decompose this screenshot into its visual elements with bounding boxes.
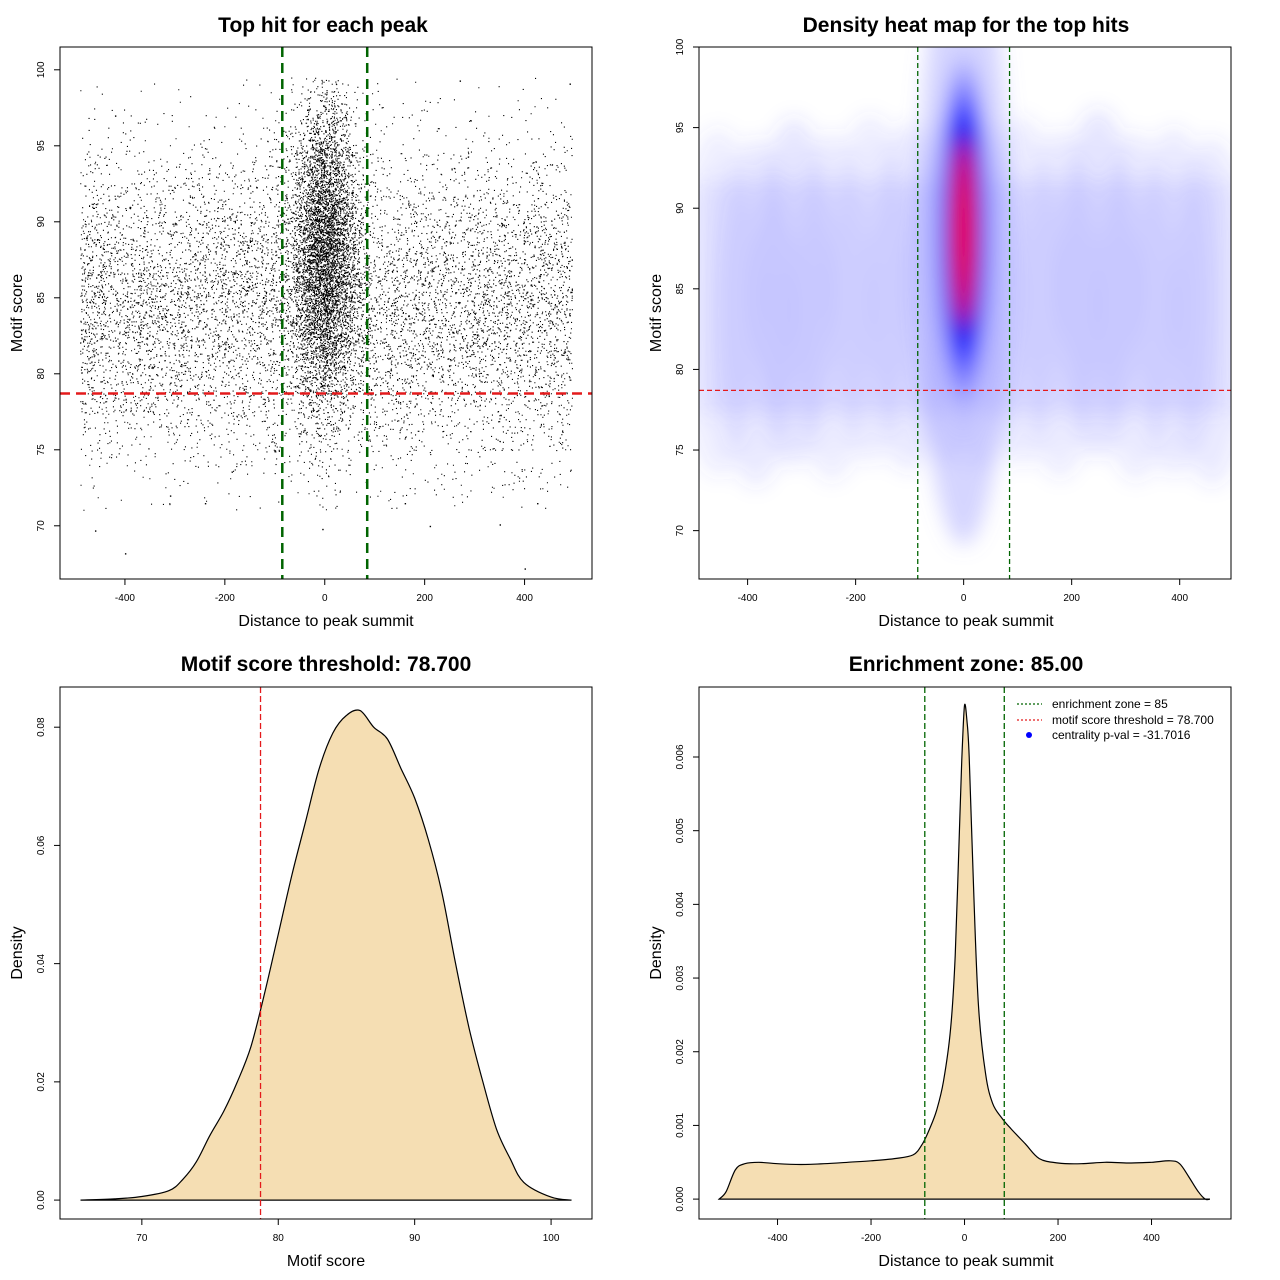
scatter-point bbox=[204, 503, 207, 505]
panel-scatter: Top hit for each peak -400 -200 0 200 400 70 7… bbox=[9, 14, 593, 630]
y-tick-label: 80 bbox=[675, 363, 686, 375]
scatter-point-cloud bbox=[80, 77, 573, 511]
y-tick-label: 100 bbox=[36, 61, 47, 78]
scatter-point bbox=[169, 495, 172, 497]
scatter-point bbox=[124, 553, 127, 555]
panel-heatmap: Density heat map for the top hits -400 -2… bbox=[648, 14, 1232, 630]
y-tick-label: 90 bbox=[36, 216, 47, 228]
distance-density-legend: enrichment zone = 85 motif score thresho… bbox=[1017, 697, 1214, 742]
y-tick-label: 0.003 bbox=[675, 965, 686, 990]
y-tick-label: 0.04 bbox=[36, 953, 47, 973]
x-tick-label: -200 bbox=[215, 593, 235, 604]
panel-distance-density: Enrichment zone: 85.00 -400 -200 0 200 400 0.… bbox=[648, 653, 1232, 1270]
distance-density-reference-lines bbox=[924, 687, 1005, 1219]
x-tick-label: 400 bbox=[1171, 593, 1188, 604]
heatmap-plot-frame bbox=[698, 46, 1232, 580]
y-tick-label: 0.08 bbox=[36, 717, 47, 737]
x-tick-label: -400 bbox=[768, 1233, 788, 1244]
y-tick-label: 0.00 bbox=[36, 1190, 47, 1210]
y-tick-label: 0.000 bbox=[675, 1186, 686, 1211]
legend-pval-label: centrality p-val = -31.7016 bbox=[1052, 728, 1191, 742]
x-tick-label: 200 bbox=[1050, 1233, 1067, 1244]
x-tick-label: -200 bbox=[861, 1233, 881, 1244]
legend-pval-dot bbox=[1026, 732, 1032, 738]
scatter-x-axis-label: Distance to peak summit bbox=[238, 613, 414, 630]
x-tick-label: 0 bbox=[962, 1233, 968, 1244]
scatter-point bbox=[429, 525, 432, 528]
scatter-point bbox=[322, 528, 324, 531]
y-tick-label: 95 bbox=[36, 140, 47, 152]
x-tick-label: 200 bbox=[1063, 593, 1080, 604]
x-tick-label: 90 bbox=[409, 1233, 421, 1244]
score-density-plot-frame bbox=[59, 686, 593, 1220]
y-tick-label: 0.002 bbox=[675, 1039, 686, 1064]
scatter-points bbox=[80, 77, 573, 570]
y-tick-label: 0.005 bbox=[675, 818, 686, 843]
scatter-title: Top hit for each peak bbox=[218, 14, 428, 37]
scatter-point bbox=[537, 503, 539, 505]
scatter-point bbox=[114, 115, 117, 117]
distance-density-ticks: -400 -200 0 200 400 0.000 0.001 0.002 0.003 0.004… bbox=[675, 744, 1160, 1244]
scatter-point bbox=[569, 83, 571, 85]
heatmap-core bbox=[954, 140, 973, 324]
heatmap-density bbox=[699, 47, 1231, 579]
scatter-point bbox=[524, 568, 526, 570]
score-density-ticks: 70 80 90 100 0.00 0.02 0.04 0.06 0.08 bbox=[36, 717, 560, 1244]
scatter-reference-lines bbox=[60, 47, 592, 579]
y-tick-label: 70 bbox=[675, 525, 686, 537]
x-tick-label: 70 bbox=[136, 1233, 148, 1244]
y-tick-label: 0.001 bbox=[675, 1112, 686, 1137]
x-tick-label: 0 bbox=[961, 593, 967, 604]
distance-density-area bbox=[717, 703, 1211, 1201]
scatter-y-axis-label: Motif score bbox=[9, 274, 26, 352]
legend-threshold-label: motif score threshold = 78.700 bbox=[1052, 713, 1214, 727]
x-tick-label: 0 bbox=[322, 593, 328, 604]
heatmap-reference-lines bbox=[699, 47, 1231, 579]
y-tick-label: 0.006 bbox=[675, 744, 686, 769]
scatter-ticks: -400 -200 0 200 400 70 75 80 85 90 95 100 bbox=[36, 61, 533, 604]
scatter-point bbox=[499, 524, 501, 526]
score-density-y-axis-label: Density bbox=[9, 926, 26, 979]
y-tick-label: 95 bbox=[675, 122, 686, 134]
y-tick-label: 85 bbox=[36, 292, 47, 304]
x-tick-label: -400 bbox=[738, 593, 758, 604]
y-tick-label: 0.02 bbox=[36, 1072, 47, 1092]
distance-density-y-axis-label: Density bbox=[648, 926, 665, 979]
y-tick-label: 100 bbox=[675, 38, 686, 55]
heatmap-y-axis-label: Motif score bbox=[648, 274, 665, 352]
y-tick-label: 90 bbox=[675, 202, 686, 214]
y-tick-label: 75 bbox=[675, 444, 686, 456]
x-tick-label: -200 bbox=[846, 593, 866, 604]
scatter-point bbox=[459, 80, 462, 82]
y-tick-label: 70 bbox=[36, 520, 47, 532]
score-density-x-axis-label: Motif score bbox=[287, 1253, 365, 1270]
heatmap-title: Density heat map for the top hits bbox=[803, 14, 1130, 37]
x-tick-label: -400 bbox=[115, 593, 135, 604]
x-tick-label: 400 bbox=[1143, 1233, 1160, 1244]
x-tick-label: 80 bbox=[273, 1233, 285, 1244]
heatmap-ticks: -400 -200 0 200 400 70 75 80 85 90 95 100 bbox=[675, 38, 1188, 604]
distance-density-title: Enrichment zone: 85.00 bbox=[849, 653, 1084, 676]
panel-score-density: Motif score threshold: 78.700 70 80 90 100 0… bbox=[9, 653, 593, 1270]
y-tick-label: 0.004 bbox=[675, 891, 686, 916]
distance-density-x-axis-label: Distance to peak summit bbox=[878, 1253, 1054, 1270]
y-tick-label: 85 bbox=[675, 283, 686, 295]
x-tick-label: 200 bbox=[416, 593, 433, 604]
heatmap-x-axis-label: Distance to peak summit bbox=[878, 613, 1054, 630]
scatter-plot-frame bbox=[59, 46, 593, 580]
scatter-point bbox=[404, 503, 407, 505]
x-tick-label: 400 bbox=[516, 593, 533, 604]
y-tick-label: 0.06 bbox=[36, 835, 47, 855]
legend-zone-label: enrichment zone = 85 bbox=[1052, 697, 1168, 711]
y-tick-label: 80 bbox=[36, 368, 47, 380]
x-tick-label: 100 bbox=[543, 1233, 560, 1244]
y-tick-label: 75 bbox=[36, 444, 47, 456]
score-density-title: Motif score threshold: 78.700 bbox=[181, 653, 472, 676]
score-density-area bbox=[80, 709, 572, 1201]
scatter-point bbox=[94, 530, 97, 532]
